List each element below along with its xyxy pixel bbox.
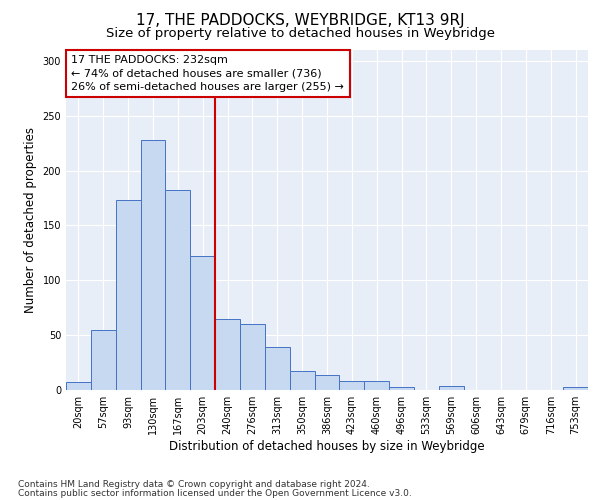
Bar [563, 386, 588, 390]
Y-axis label: Number of detached properties: Number of detached properties [24, 127, 37, 313]
Bar [166, 190, 190, 390]
Bar [290, 372, 314, 390]
Bar [364, 381, 389, 390]
Bar [439, 386, 464, 390]
Bar [140, 140, 166, 390]
Text: 17 THE PADDOCKS: 232sqm
← 74% of detached houses are smaller (736)
26% of semi-d: 17 THE PADDOCKS: 232sqm ← 74% of detache… [71, 55, 344, 92]
Text: Contains HM Land Registry data © Crown copyright and database right 2024.: Contains HM Land Registry data © Crown c… [18, 480, 370, 489]
Text: 17, THE PADDOCKS, WEYBRIDGE, KT13 9RJ: 17, THE PADDOCKS, WEYBRIDGE, KT13 9RJ [136, 12, 464, 28]
Bar [265, 347, 290, 390]
Bar [215, 318, 240, 390]
Text: Size of property relative to detached houses in Weybridge: Size of property relative to detached ho… [106, 28, 494, 40]
Bar [314, 374, 340, 390]
Bar [340, 381, 364, 390]
Bar [116, 200, 140, 390]
Bar [240, 324, 265, 390]
X-axis label: Distribution of detached houses by size in Weybridge: Distribution of detached houses by size … [169, 440, 485, 453]
Bar [389, 386, 414, 390]
Bar [190, 256, 215, 390]
Bar [91, 330, 116, 390]
Bar [66, 382, 91, 390]
Text: Contains public sector information licensed under the Open Government Licence v3: Contains public sector information licen… [18, 488, 412, 498]
